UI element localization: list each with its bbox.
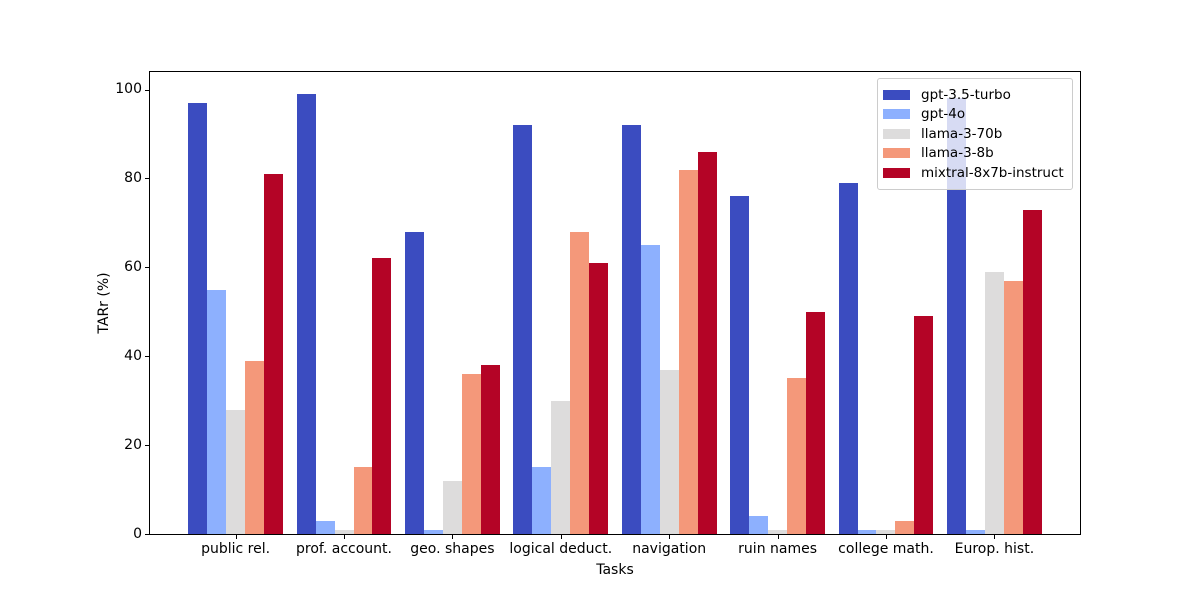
bar-gpt-4o-public rel. <box>207 289 227 534</box>
y-axis-label: TARr (%) <box>96 272 112 334</box>
x-tick-label-logical deduct.: logical deduct. <box>509 541 613 557</box>
bar-gpt-4o-prof. account. <box>315 520 335 534</box>
y-tick-label-20: 20 <box>124 436 142 453</box>
x-tick-label-ruin names: ruin names <box>738 541 818 557</box>
bar-llama-3-8b-prof. account. <box>353 467 373 534</box>
y-tick-mark-20 <box>145 445 149 447</box>
legend-label: llama-3-8b <box>921 145 994 162</box>
x-tick-label-geo. shapes: geo. shapes <box>410 541 495 557</box>
legend-swatch-icon <box>883 109 910 120</box>
x-tick-label-college math.: college math. <box>838 541 934 557</box>
x-tick-label-public rel.: public rel. <box>201 541 271 557</box>
bar-gpt-4o-logical deduct. <box>532 467 552 534</box>
legend-swatch-icon <box>883 128 910 139</box>
legend-item-mixtral-8x7b-instruct: mixtral-8x7b-instruct <box>883 163 1067 183</box>
x-axis-label: Tasks <box>596 562 634 578</box>
legend: gpt-3.5-turbo gpt-4o llama-3-70b llama-3-8b… <box>877 78 1073 190</box>
legend-item-llama-3-8b: llama-3-8b <box>883 144 1067 164</box>
bar-gpt-3.5-turbo-navigation <box>621 125 641 534</box>
bar-llama-3-70b-logical deduct. <box>551 400 571 534</box>
bar-gpt-3.5-turbo-logical deduct. <box>513 125 533 534</box>
bar-llama-3-8b-ruin names <box>787 378 807 534</box>
bar-gpt-4o-navigation <box>640 245 660 534</box>
bar-llama-3-70b-public rel. <box>226 409 246 534</box>
y-tick-mark-100 <box>145 89 149 91</box>
x-tick-mark-logical deduct. <box>560 535 562 539</box>
bar-gpt-4o-Europ. hist. <box>965 529 985 534</box>
bar-gpt-3.5-turbo-public rel. <box>188 102 208 534</box>
bar-mixtral-8x7b-instruct-prof. account. <box>372 258 392 534</box>
legend-label: mixtral-8x7b-instruct <box>921 164 1064 181</box>
bar-gpt-4o-geo. shapes <box>423 529 443 534</box>
bar-mixtral-8x7b-instruct-navigation <box>697 151 717 534</box>
bar-gpt-3.5-turbo-geo. shapes <box>404 231 424 534</box>
bar-mixtral-8x7b-instruct-logical deduct. <box>589 262 609 534</box>
legend-item-gpt-3.5-turbo: gpt-3.5-turbo <box>883 85 1067 105</box>
legend-swatch-icon <box>883 89 910 100</box>
x-tick-mark-college math. <box>886 535 887 539</box>
bar-llama-3-70b-Europ. hist. <box>984 271 1004 534</box>
bar-gpt-3.5-turbo-Europ. hist. <box>946 98 966 534</box>
y-tick-label-60: 60 <box>124 258 142 275</box>
bar-gpt-3.5-turbo-college math. <box>838 182 858 534</box>
y-tick-mark-60 <box>145 267 149 269</box>
bar-llama-3-70b-geo. shapes <box>442 480 462 534</box>
bar-mixtral-8x7b-instruct-public rel. <box>264 174 284 534</box>
x-tick-mark-geo. shapes <box>452 535 454 539</box>
x-tick-label-navigation: navigation <box>632 541 707 557</box>
bar-llama-3-8b-college math. <box>895 520 915 534</box>
y-tick-label-80: 80 <box>124 169 142 186</box>
bar-gpt-4o-college math. <box>857 529 877 534</box>
bar-llama-3-8b-logical deduct. <box>570 231 590 534</box>
y-tick-label-40: 40 <box>124 347 142 364</box>
y-tick-label-100: 100 <box>115 81 142 98</box>
legend-label: llama-3-70b <box>921 125 1003 142</box>
bar-llama-3-70b-ruin names <box>768 529 788 534</box>
bar-llama-3-8b-public rel. <box>245 360 265 534</box>
legend-item-llama-3-70b: llama-3-70b <box>883 124 1067 144</box>
bar-mixtral-8x7b-instruct-geo. shapes <box>480 365 500 534</box>
y-tick-mark-0 <box>145 534 149 535</box>
bar-gpt-3.5-turbo-ruin names <box>730 196 750 534</box>
y-tick-mark-40 <box>145 356 149 358</box>
x-tick-mark-public rel. <box>235 535 237 539</box>
x-tick-mark-Europ. hist. <box>994 535 996 539</box>
bar-llama-3-70b-navigation <box>659 369 679 534</box>
bar-llama-3-8b-navigation <box>678 169 698 534</box>
x-tick-mark-prof. account. <box>344 535 345 539</box>
legend-swatch-icon <box>883 148 910 159</box>
bar-gpt-4o-ruin names <box>749 516 769 534</box>
x-tick-mark-navigation <box>669 535 671 539</box>
legend-label: gpt-3.5-turbo <box>921 86 1011 103</box>
x-tick-mark-ruin names <box>777 535 779 539</box>
bar-gpt-3.5-turbo-prof. account. <box>296 94 316 534</box>
legend-label: gpt-4o <box>921 106 966 123</box>
y-tick-label-0: 0 <box>133 525 142 542</box>
legend-item-gpt-4o: gpt-4o <box>883 105 1067 125</box>
legend-swatch-icon <box>883 167 910 178</box>
bar-llama-3-8b-Europ. hist. <box>1003 280 1023 534</box>
bar-mixtral-8x7b-instruct-ruin names <box>806 311 825 534</box>
y-tick-mark-80 <box>145 178 149 180</box>
bar-llama-3-8b-geo. shapes <box>461 374 481 534</box>
bar-llama-3-70b-college math. <box>876 529 896 534</box>
bar-llama-3-70b-prof. account. <box>334 529 354 534</box>
bar-mixtral-8x7b-instruct-Europ. hist. <box>1022 209 1042 534</box>
x-tick-label-prof. account.: prof. account. <box>296 541 392 557</box>
x-tick-label-Europ. hist.: Europ. hist. <box>954 541 1035 557</box>
bar-mixtral-8x7b-instruct-college math. <box>914 316 934 534</box>
